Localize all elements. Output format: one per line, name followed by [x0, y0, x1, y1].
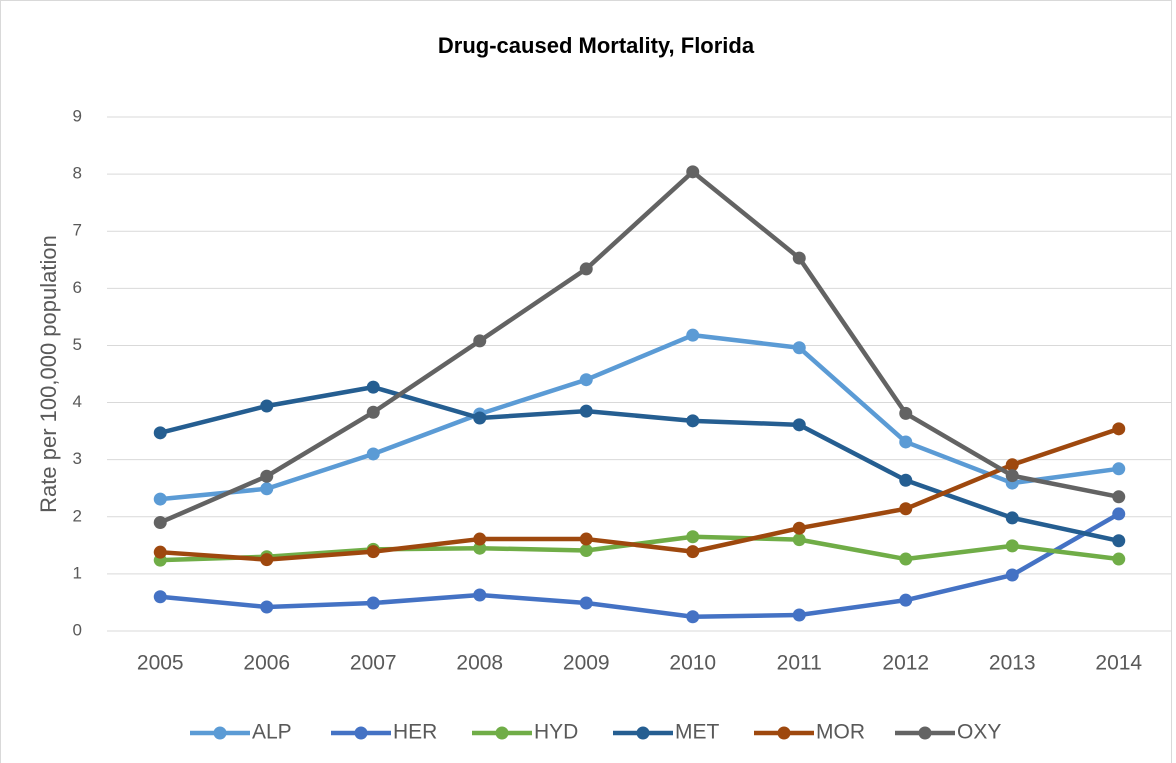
series-line	[160, 332, 1120, 502]
data-point	[899, 435, 913, 449]
legend-marker	[918, 726, 932, 740]
x-tick-label: 2007	[350, 652, 397, 675]
y-tick-label: 4	[73, 392, 82, 411]
legend-marker	[354, 726, 368, 740]
data-point	[473, 532, 487, 546]
data-point	[260, 482, 274, 496]
y-tick-label: 0	[73, 620, 82, 639]
data-point	[899, 473, 913, 487]
data-point	[792, 251, 806, 265]
y-tick-label: 8	[73, 164, 82, 183]
x-tick-label: 2009	[563, 652, 610, 675]
data-point	[153, 515, 167, 529]
series-line	[160, 511, 1120, 619]
data-point	[366, 596, 380, 610]
data-point	[899, 593, 913, 607]
data-point	[1112, 422, 1126, 436]
x-tick-label: 2012	[882, 652, 929, 675]
data-point	[899, 406, 913, 420]
data-point	[579, 262, 593, 276]
legend-label: OXY	[957, 721, 1001, 744]
series-line	[160, 426, 1120, 562]
legend-marker	[213, 726, 227, 740]
chart-title: Drug-caused Mortality, Florida	[438, 33, 755, 58]
data-point	[473, 411, 487, 425]
data-point	[579, 543, 593, 557]
data-point	[579, 373, 593, 387]
y-axis-label: Rate per 100,000 population	[36, 235, 61, 513]
data-point	[792, 418, 806, 432]
data-point	[1005, 458, 1019, 472]
data-point	[579, 404, 593, 418]
data-point	[260, 553, 274, 567]
data-point	[686, 165, 700, 179]
data-point	[366, 380, 380, 394]
x-tick-label: 2013	[989, 652, 1036, 675]
legend-label: MET	[675, 721, 720, 744]
series-line	[159, 384, 1120, 543]
data-point	[260, 469, 274, 483]
legend-marker	[636, 726, 650, 740]
data-point	[153, 426, 167, 440]
x-tick-label: 2011	[777, 652, 822, 675]
data-point	[1112, 552, 1126, 566]
legend-label: ALP	[252, 721, 292, 744]
y-tick-label: 7	[73, 221, 82, 240]
data-point	[473, 541, 487, 555]
data-point	[366, 447, 380, 461]
y-tick-label: 5	[73, 335, 82, 354]
y-tick-label: 6	[73, 278, 82, 297]
data-point	[686, 328, 700, 342]
legend-marker	[777, 726, 791, 740]
data-point	[153, 545, 167, 559]
data-point	[1112, 490, 1126, 504]
data-point	[686, 610, 700, 624]
series-line	[159, 169, 1120, 525]
data-point	[579, 596, 593, 610]
y-tick-label: 9	[73, 106, 82, 125]
data-point	[153, 492, 167, 506]
data-point	[1005, 469, 1019, 483]
data-point	[792, 341, 806, 355]
data-point	[899, 502, 913, 516]
data-point	[579, 532, 593, 546]
data-point	[899, 552, 913, 566]
data-point	[1005, 539, 1019, 553]
data-point	[1112, 534, 1126, 548]
data-point	[366, 405, 380, 419]
data-point	[366, 545, 380, 559]
data-point	[686, 414, 700, 428]
data-point	[792, 608, 806, 622]
data-point	[260, 600, 274, 614]
x-tick-label: 2005	[137, 652, 184, 675]
legend-label: HYD	[534, 721, 578, 744]
data-point	[260, 399, 274, 413]
legend-label: MOR	[816, 721, 865, 744]
data-point	[686, 530, 700, 544]
legend-marker	[495, 726, 509, 740]
data-point	[1112, 462, 1126, 476]
y-tick-label: 2	[73, 506, 82, 525]
legend-label: HER	[393, 721, 437, 744]
data-point	[473, 334, 487, 348]
data-point	[153, 590, 167, 604]
data-point	[1005, 511, 1019, 525]
x-tick-label: 2008	[456, 652, 503, 675]
x-tick-label: 2010	[669, 652, 716, 675]
data-point	[473, 588, 487, 602]
data-point	[1112, 507, 1126, 521]
x-tick-label: 2006	[243, 652, 290, 675]
data-point	[792, 521, 806, 535]
y-tick-label: 1	[73, 563, 82, 582]
y-tick-label: 3	[73, 449, 82, 468]
data-point	[792, 533, 806, 547]
x-tick-label: 2014	[1095, 652, 1142, 675]
data-point	[1005, 568, 1019, 582]
data-point	[686, 545, 700, 559]
